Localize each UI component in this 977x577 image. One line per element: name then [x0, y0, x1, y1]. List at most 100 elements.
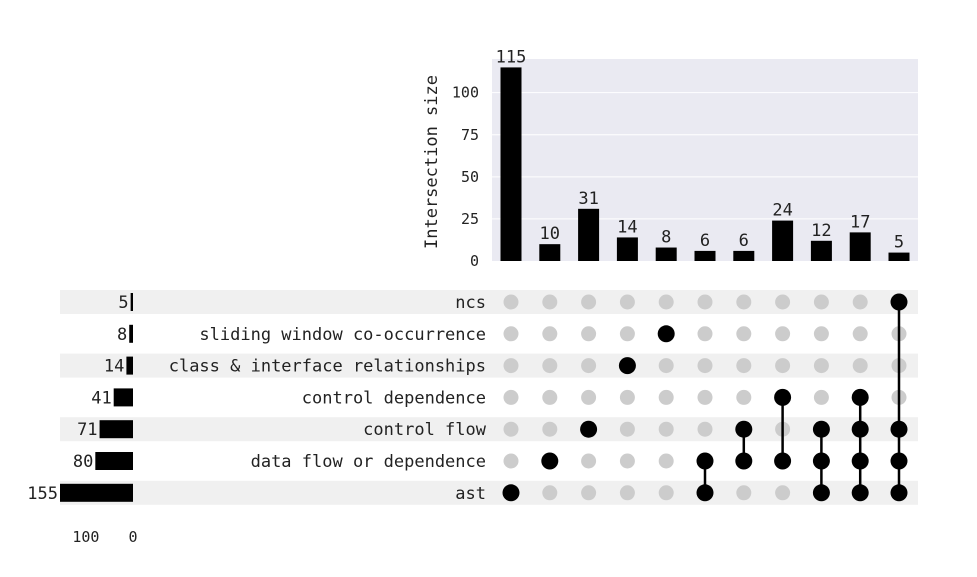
intersection-bar-6 [733, 250, 755, 261]
set-size-label-1: 8 [117, 325, 127, 345]
matrix-dot-inactive-5-3 [697, 389, 713, 405]
matrix-dot-inactive-5-4 [697, 421, 713, 437]
intersection-bar-1 [539, 244, 561, 261]
matrix-dot-inactive-0-1 [503, 326, 519, 342]
intersection-bar-9 [849, 232, 871, 261]
matrix-dot-inactive-7-2 [775, 358, 791, 374]
intersection-bar-5 [694, 250, 716, 261]
set-size-tick-label-0: 100 [72, 528, 99, 546]
matrix-dot-inactive-8-2 [813, 358, 829, 374]
intersection-value-label-3: 14 [617, 217, 637, 237]
set-size-label-4: 71 [77, 420, 97, 440]
matrix-dot-active-5-5 [696, 452, 714, 470]
matrix-dot-inactive-0-2 [503, 358, 519, 374]
matrix-dot-inactive-4-6 [658, 485, 674, 501]
set-size-bar-4 [99, 420, 133, 439]
set-size-bar-3 [113, 388, 133, 407]
matrix-dot-inactive-6-6 [736, 485, 752, 501]
matrix-dot-active-10-0 [890, 293, 908, 311]
matrix-row-stripe-2 [60, 353, 918, 378]
matrix-dot-active-7-3 [774, 388, 792, 406]
intersection-value-label-0: 115 [496, 47, 527, 67]
set-name-label-2: class & interface relationships [169, 357, 486, 377]
matrix-dot-active-1-5 [541, 452, 559, 470]
matrix-dot-inactive-3-4 [619, 421, 635, 437]
matrix-dot-active-9-5 [851, 452, 869, 470]
matrix-dot-inactive-3-0 [619, 294, 635, 310]
matrix-dot-inactive-3-1 [619, 326, 635, 342]
matrix-dot-inactive-8-1 [813, 326, 829, 342]
matrix-dot-inactive-1-6 [542, 485, 558, 501]
intersection-bar-10 [888, 252, 910, 261]
matrix-dot-inactive-8-3 [813, 389, 829, 405]
matrix-dot-inactive-2-5 [581, 453, 597, 469]
intersection-bar-4 [655, 247, 677, 261]
set-size-label-5: 80 [73, 452, 93, 472]
matrix-dot-inactive-3-3 [619, 389, 635, 405]
matrix-dot-inactive-1-1 [542, 326, 558, 342]
matrix-dot-inactive-4-0 [658, 294, 674, 310]
set-name-label-6: ast [455, 484, 486, 504]
matrix-dot-active-10-6 [890, 484, 908, 502]
matrix-dot-active-3-2 [618, 357, 636, 375]
set-size-bar-5 [95, 452, 133, 470]
matrix-dot-inactive-3-6 [619, 485, 635, 501]
matrix-dot-inactive-4-4 [658, 421, 674, 437]
set-size-label-2: 14 [104, 357, 124, 377]
matrix-dot-inactive-6-1 [736, 326, 752, 342]
matrix-dot-active-9-3 [851, 388, 869, 406]
matrix-dot-inactive-0-3 [503, 389, 519, 405]
y-tick-label-0: 0 [470, 252, 479, 270]
matrix-dot-inactive-1-0 [542, 294, 558, 310]
set-size-bar-2 [126, 356, 133, 375]
matrix-dot-inactive-4-3 [658, 389, 674, 405]
intersection-value-label-4: 8 [661, 228, 671, 248]
matrix-dot-inactive-1-4 [542, 421, 558, 437]
set-size-bar-0 [130, 293, 133, 311]
set-name-label-1: sliding window co-occurrence [199, 325, 486, 345]
matrix-dot-inactive-9-0 [852, 294, 868, 310]
intersection-bar-7 [772, 220, 794, 261]
matrix-dot-inactive-2-1 [581, 326, 597, 342]
matrix-dot-active-8-4 [812, 420, 830, 438]
matrix-dot-active-2-4 [580, 420, 598, 438]
matrix-row-stripe-0 [60, 290, 918, 314]
matrix-dot-active-9-6 [851, 484, 869, 502]
matrix-dot-inactive-5-2 [697, 358, 713, 374]
matrix-dot-active-4-1 [657, 325, 675, 343]
matrix-dot-inactive-6-2 [736, 358, 752, 374]
intersection-value-label-10: 5 [894, 233, 904, 253]
matrix-dot-inactive-1-3 [542, 389, 558, 405]
matrix-dot-active-8-5 [812, 452, 830, 470]
intersection-bar-8 [810, 240, 832, 261]
matrix-row-stripe-4 [60, 417, 918, 442]
intersection-bar-2 [578, 208, 600, 261]
matrix-dot-inactive-7-1 [775, 326, 791, 342]
matrix-dot-inactive-4-5 [658, 453, 674, 469]
matrix-row-stripe-6 [60, 480, 918, 505]
matrix-dot-active-10-4 [890, 420, 908, 438]
set-name-label-3: control dependence [302, 388, 486, 408]
set-size-label-6: 155 [27, 484, 58, 504]
matrix-dot-inactive-2-2 [581, 358, 597, 374]
matrix-dot-active-9-4 [851, 420, 869, 438]
matrix-dot-inactive-4-2 [658, 358, 674, 374]
matrix-dot-active-8-6 [812, 484, 830, 502]
intersection-bar-0 [500, 67, 522, 262]
matrix-dot-inactive-8-0 [813, 294, 829, 310]
set-name-label-0: ncs [455, 293, 486, 313]
matrix-dot-inactive-2-3 [581, 389, 597, 405]
matrix-dot-active-7-5 [774, 452, 792, 470]
intersection-value-label-8: 12 [811, 221, 831, 241]
set-size-label-3: 41 [91, 388, 111, 408]
matrix-dot-inactive-7-6 [775, 485, 791, 501]
y-tick-label-2: 50 [461, 168, 479, 186]
matrix-dot-active-6-4 [735, 420, 753, 438]
matrix-dot-inactive-0-0 [503, 294, 519, 310]
set-size-bar-6 [60, 483, 133, 502]
intersection-value-label-5: 6 [700, 231, 710, 251]
matrix-dot-inactive-5-1 [697, 326, 713, 342]
set-name-label-5: data flow or dependence [251, 452, 486, 472]
matrix-dot-active-5-6 [696, 484, 714, 502]
